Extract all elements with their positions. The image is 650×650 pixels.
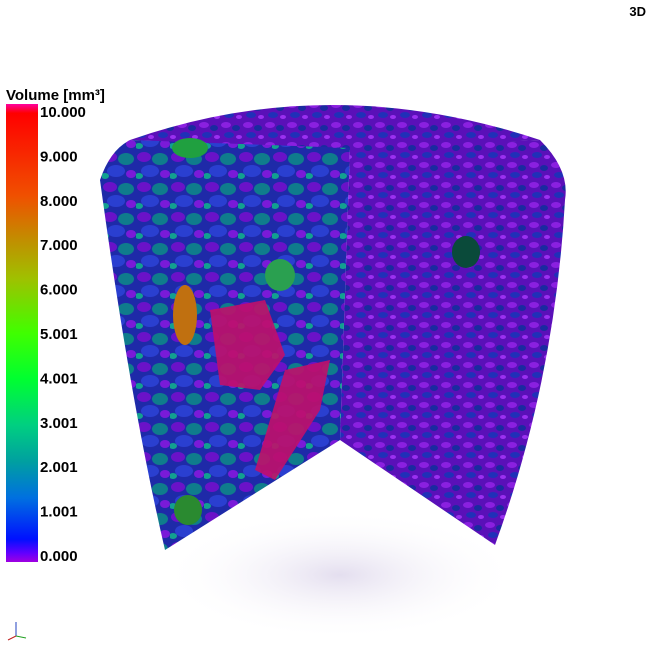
axis-triad [7, 622, 27, 641]
colorbar-tick-label: 6.000 [40, 282, 78, 299]
colorbar-tick-label: 0.000 [40, 548, 78, 565]
colorbar-tick-label: 7.000 [40, 237, 78, 254]
volume-render [100, 105, 566, 640]
colorbar-tick-label: 5.001 [40, 326, 78, 343]
colorbar-tick-label: 9.000 [40, 148, 78, 165]
colorbar-tick-label: 10.000 [40, 104, 86, 121]
colorbar-title: Volume [mm³] [6, 87, 105, 104]
colorbar-tick-label: 8.000 [40, 193, 78, 210]
colorbar-tick-label: 4.001 [40, 370, 78, 387]
view-label: 3D [629, 4, 646, 19]
colorbar-ticks: 10.000 9.000 8.000 7.000 6.000 5.001 4.001 3.00… [40, 104, 86, 565]
colorbar-tick-label: 1.001 [40, 504, 78, 521]
colorbar-tick-label: 2.001 [40, 459, 78, 476]
colorbar-tick-label: 3.001 [40, 415, 78, 432]
colorbar [6, 104, 38, 562]
